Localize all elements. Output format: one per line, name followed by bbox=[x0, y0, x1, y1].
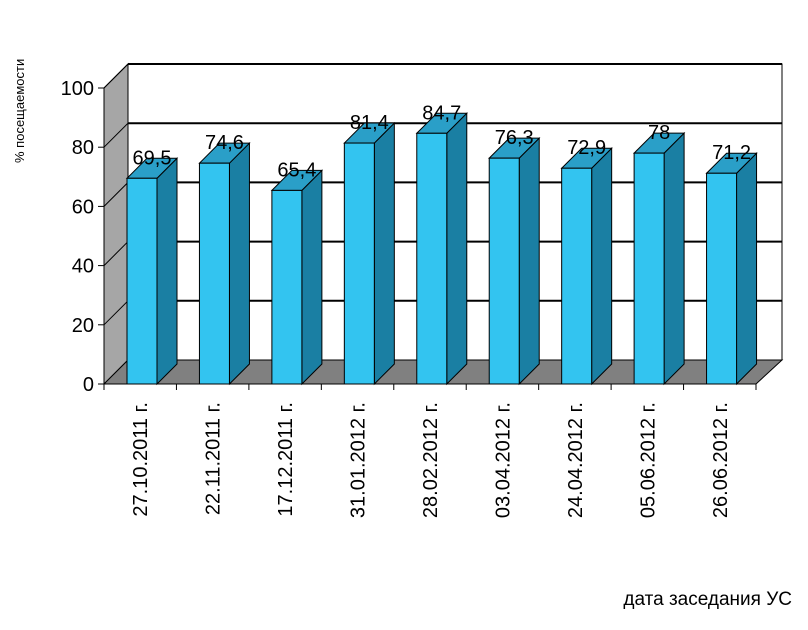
x-tick-label: 24.04.2012 г. bbox=[565, 402, 587, 518]
data-label: 81,4 bbox=[350, 112, 389, 134]
bar bbox=[561, 167, 593, 385]
x-tick-label: 05.06.2012 г. bbox=[637, 402, 659, 518]
bar bbox=[198, 162, 230, 385]
y-tick-label: 0 bbox=[83, 374, 94, 396]
gridline-wall bbox=[103, 300, 129, 326]
bar bbox=[126, 177, 158, 385]
data-label: 76,3 bbox=[495, 127, 534, 149]
bar bbox=[416, 132, 448, 385]
y-axis-title: % посещаемости bbox=[12, 59, 27, 163]
bar-side bbox=[373, 121, 395, 386]
bar-side bbox=[663, 131, 685, 386]
gridline-wall bbox=[103, 182, 129, 207]
gridline-wall bbox=[103, 241, 129, 266]
bar bbox=[343, 142, 375, 385]
gridline-wall bbox=[103, 122, 129, 148]
y-tick-label: 100 bbox=[61, 78, 94, 100]
x-tick-label: 22.11.2011 г. bbox=[203, 402, 225, 515]
bars-group bbox=[125, 112, 758, 386]
labels-group: 69,5 27.10.2011 г. 74,6 22.11.2011 г. 65,4 17… bbox=[130, 102, 751, 518]
bar bbox=[271, 189, 303, 385]
data-label: 72,9 bbox=[567, 137, 606, 159]
data-label: 84,7 bbox=[422, 102, 461, 124]
side-wall bbox=[103, 62, 129, 386]
bar-side bbox=[446, 112, 468, 386]
y-tick-label: 40 bbox=[72, 256, 94, 278]
x-axis-title: дата заседания УС bbox=[623, 589, 792, 610]
bar bbox=[633, 152, 665, 385]
bar bbox=[706, 172, 738, 385]
bar-side bbox=[591, 147, 613, 386]
y-tick-label: 60 bbox=[72, 196, 94, 218]
x-tick-label: 03.04.2012 г. bbox=[492, 402, 514, 518]
bar bbox=[488, 157, 520, 385]
data-label: 65,4 bbox=[277, 159, 316, 181]
bar-side bbox=[518, 136, 540, 386]
x-tick-label: 26.06.2012 г. bbox=[710, 402, 732, 518]
gridline-wall bbox=[103, 63, 129, 89]
bar-side bbox=[156, 157, 178, 386]
bar-side bbox=[736, 152, 758, 386]
x-tick-label: 28.02.2012 г. bbox=[420, 402, 442, 518]
data-label: 74,6 bbox=[205, 132, 244, 154]
bar-side bbox=[301, 169, 323, 386]
data-label: 69,5 bbox=[133, 147, 172, 169]
y-tick-label: 80 bbox=[72, 137, 94, 159]
data-label: 71,2 bbox=[712, 142, 751, 164]
bar-side bbox=[228, 141, 250, 386]
x-tick-label: 31.01.2012 г. bbox=[348, 402, 370, 518]
y-tick-label: 20 bbox=[72, 315, 94, 337]
x-tick-label: 27.10.2011 г. bbox=[130, 402, 152, 517]
x-tick-label: 17.12.2011 г. bbox=[275, 402, 297, 517]
data-label: 78 bbox=[648, 122, 670, 144]
